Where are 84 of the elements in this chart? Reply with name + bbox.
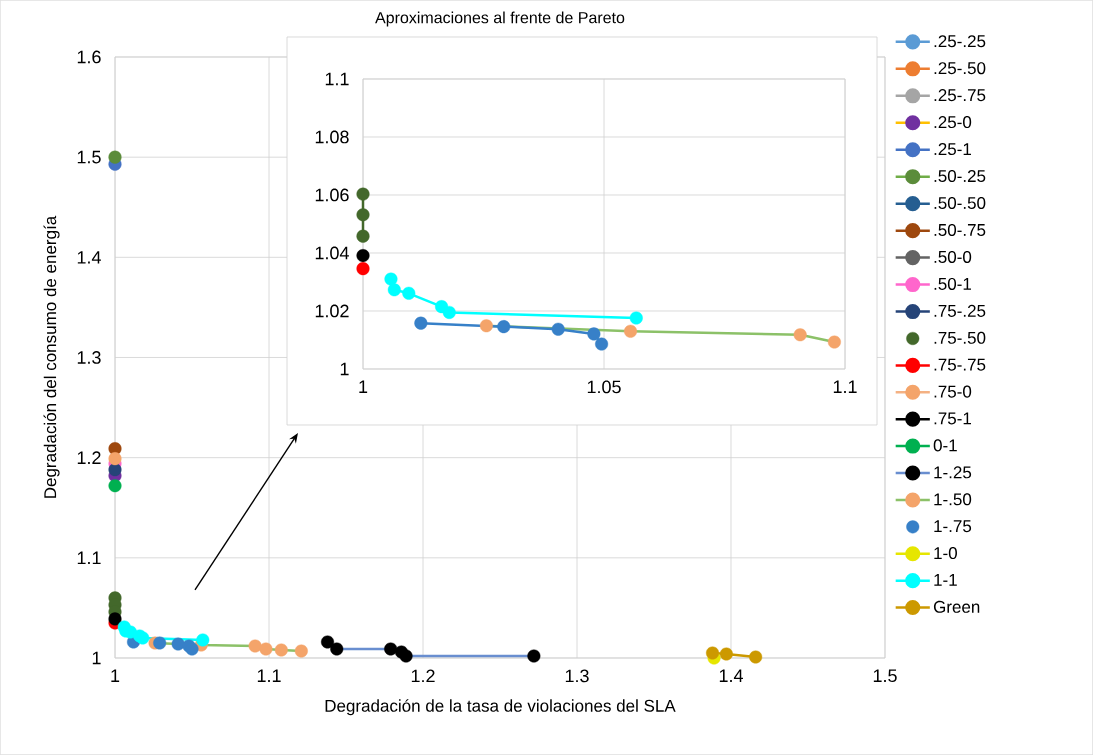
point [719, 647, 733, 661]
point [108, 452, 122, 466]
legend-label: 0-1 [933, 439, 957, 452]
y-tick-label: 1 [92, 651, 101, 665]
point [384, 272, 398, 286]
legend-label: .75-.75 [934, 358, 986, 371]
x-tick-label: 1.5 [873, 669, 897, 683]
y-tick-label: 1.6 [77, 50, 101, 64]
legend-label: 1-.75 [934, 520, 972, 533]
y-tick-label: 1.1 [325, 72, 349, 86]
point [384, 642, 398, 656]
y-tick-label: 1.08 [315, 130, 349, 144]
legend-label: .50-0 [934, 250, 972, 263]
legend-label: .75-1 [934, 412, 971, 425]
legend-label: 1-.50 [934, 493, 972, 506]
point [356, 262, 370, 276]
x-axis-title: Degradación de la tasa de violaciones del SLA [325, 699, 676, 716]
point [479, 319, 493, 333]
point [827, 335, 841, 349]
x-tick-label: 1.3 [565, 669, 589, 683]
y-tick-label: 1.02 [315, 304, 349, 318]
point [356, 187, 370, 201]
legend-label: .75-.25 [934, 304, 986, 317]
y-tick-label: 1.06 [315, 188, 349, 202]
legend-label: .50-.75 [934, 223, 986, 236]
point [551, 322, 565, 336]
point [595, 337, 609, 351]
x-tick-label: 1.4 [719, 669, 743, 682]
y-tick-label: 1.04 [315, 246, 349, 260]
point [629, 311, 643, 325]
legend-label: .50-.25 [934, 170, 986, 183]
point [387, 283, 401, 297]
point [414, 316, 428, 330]
x-tick-label: 1.05 [587, 380, 621, 394]
point [108, 479, 122, 493]
point [196, 633, 210, 647]
point [153, 636, 167, 650]
point [402, 286, 416, 300]
point [527, 649, 541, 663]
y-tick-label: 1.2 [77, 451, 101, 464]
legend-label: .25-0 [934, 116, 972, 129]
point [624, 324, 638, 338]
y-tick-label: 1.5 [77, 150, 101, 164]
x-tick-label: 1.2 [411, 669, 435, 683]
point [108, 612, 122, 626]
legend-label: .25-.75 [934, 89, 986, 102]
chart-title: Aproximaciones al frente de Pareto [375, 11, 625, 27]
point [294, 644, 308, 658]
point [108, 150, 122, 164]
y-tick-label: 1.4 [77, 251, 101, 264]
legend-label: 1-0 [934, 547, 957, 560]
point [497, 320, 511, 334]
point [356, 229, 370, 243]
legend-label: .25-.50 [934, 62, 986, 75]
legend-label: .75-.50 [934, 331, 986, 344]
point [749, 650, 763, 664]
point [793, 328, 807, 342]
legend-label: .75-0 [934, 385, 972, 398]
point [399, 649, 413, 663]
legend-label: 1-.25 [934, 466, 972, 479]
point [321, 635, 335, 649]
legend-label: .25-.25 [934, 35, 986, 48]
legend-label: 1-1 [934, 574, 957, 586]
point [356, 249, 370, 263]
x-tick-label: 1 [359, 380, 368, 393]
point [356, 208, 370, 222]
x-tick-label: 1.1 [257, 669, 281, 682]
x-tick-label: 1 [111, 669, 120, 682]
y-tick-label: 1 [340, 362, 349, 376]
y-axis-title: Degradación del consumo de energía [43, 215, 60, 498]
y-tick-label: 1.3 [77, 351, 101, 364]
point [706, 646, 720, 660]
legend-label: Green [933, 600, 980, 613]
legend-label: .50-1 [934, 277, 971, 290]
point [274, 643, 288, 657]
point [442, 305, 456, 319]
legend-label: .25-1 [934, 143, 971, 156]
point [587, 327, 601, 341]
y-tick-label: 1.1 [77, 551, 101, 565]
point [330, 642, 344, 656]
point [248, 639, 262, 653]
x-tick-label: 1.1 [833, 380, 857, 393]
point [259, 642, 273, 656]
legend-label: .50-.50 [934, 196, 986, 210]
